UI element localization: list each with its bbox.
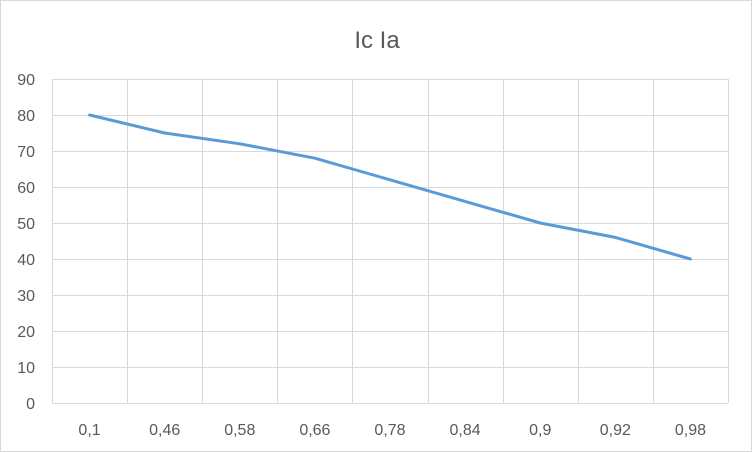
y-tick-label: 60	[17, 180, 35, 197]
y-tick-label: 20	[17, 324, 35, 341]
x-axis-tick-labels: 0,1 0,46 0,58 0,66 0,78 0,84 0,9 0,92 0,98	[78, 422, 706, 439]
x-tick-label: 0,92	[600, 422, 631, 439]
chart-title: Ic Ia	[354, 27, 400, 54]
series-layer	[88, 113, 692, 261]
y-tick-label: 0	[26, 396, 35, 413]
x-tick-label: 0,98	[675, 422, 706, 439]
x-tick-label: 0,58	[224, 422, 255, 439]
x-tick-label: 0,1	[78, 422, 100, 439]
x-tick-label: 0,46	[149, 422, 180, 439]
x-tick-label: 0,9	[529, 422, 551, 439]
y-tick-label: 80	[17, 108, 35, 125]
y-tick-label: 70	[17, 144, 35, 161]
y-tick-label: 50	[17, 216, 35, 233]
y-tick-label: 90	[17, 72, 35, 89]
gridlines	[52, 79, 729, 404]
y-tick-label: 30	[17, 288, 35, 305]
y-tick-label: 40	[17, 252, 35, 269]
y-axis-tick-labels: 0 10 20 30 40 50 60 70 80 90	[17, 72, 35, 413]
x-tick-label: 0,78	[374, 422, 405, 439]
x-tick-label: 0,66	[299, 422, 330, 439]
y-tick-label: 10	[17, 360, 35, 377]
series-line	[88, 113, 692, 261]
x-tick-label: 0,84	[450, 422, 481, 439]
